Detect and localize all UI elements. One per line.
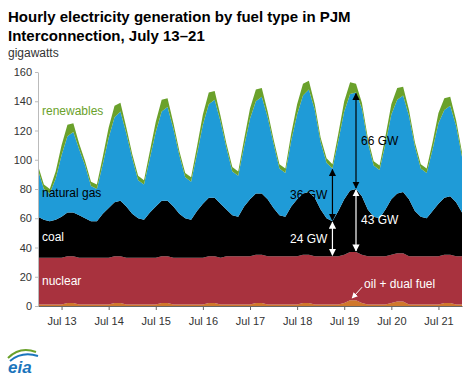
y-tick-mark bbox=[35, 306, 38, 307]
y-tick: 140 bbox=[14, 95, 38, 107]
series-label: oil + dual fuel bbox=[364, 277, 435, 291]
y-axis-line bbox=[38, 73, 39, 307]
x-tick-label: Jul 13 bbox=[47, 315, 76, 327]
y-tick: 60 bbox=[20, 212, 38, 224]
y-tick-label: 120 bbox=[14, 125, 32, 137]
x-tick-mark bbox=[156, 306, 157, 310]
y-tick-mark bbox=[35, 218, 38, 219]
y-tick: 0 bbox=[26, 300, 38, 312]
y-tick-label: 60 bbox=[20, 212, 32, 224]
y-tick-mark bbox=[35, 101, 38, 102]
y-tick-mark bbox=[35, 189, 38, 190]
annotation-label: 43 GW bbox=[361, 213, 399, 227]
title-line: Hourly electricity generation by fuel ty… bbox=[8, 8, 351, 25]
x-tick-mark bbox=[250, 306, 251, 310]
x-tick: Jul 18 bbox=[283, 306, 312, 327]
x-tick-label: Jul 16 bbox=[189, 315, 218, 327]
x-tick-mark bbox=[344, 306, 345, 310]
annotation-label: 24 GW bbox=[290, 232, 328, 246]
x-tick: Jul 13 bbox=[47, 306, 76, 327]
x-tick-mark bbox=[203, 306, 204, 310]
x-tick-label: Jul 19 bbox=[330, 315, 359, 327]
y-tick-label: 100 bbox=[14, 154, 32, 166]
y-tick-label: 20 bbox=[20, 271, 32, 283]
y-tick: 100 bbox=[14, 154, 38, 166]
y-tick-mark bbox=[35, 248, 38, 249]
series-label: natural gas bbox=[42, 186, 101, 200]
y-tick-mark bbox=[35, 72, 38, 73]
y-tick-label: 40 bbox=[20, 242, 32, 254]
y-tick: 40 bbox=[20, 242, 38, 254]
annotations: 24 GW 36 GW 43 GW 66 GW bbox=[290, 93, 399, 255]
title-line: Interconnection, July 13–21 bbox=[8, 27, 205, 44]
subtitle: gigawatts bbox=[8, 46, 59, 60]
area-1 bbox=[38, 252, 462, 305]
y-tick: 160 bbox=[14, 66, 38, 78]
x-tick-mark bbox=[297, 306, 298, 310]
x-axis: Jul 13 Jul 14 Jul 15 Jul 16 Jul 17 Jul 18 Jul … bbox=[39, 306, 463, 327]
y-tick-mark bbox=[35, 160, 38, 161]
x-tick-mark bbox=[109, 306, 110, 310]
annotation-label: 36 GW bbox=[290, 188, 328, 202]
x-tick: Jul 15 bbox=[142, 306, 171, 327]
x-tick-label: Jul 18 bbox=[283, 315, 312, 327]
x-tick: Jul 20 bbox=[377, 306, 406, 327]
x-tick-label: Jul 15 bbox=[142, 315, 171, 327]
y-tick-label: 140 bbox=[14, 95, 32, 107]
area-4 bbox=[38, 81, 462, 194]
x-tick-mark bbox=[438, 306, 439, 310]
title: Hourly electricity generation by fuel ty… bbox=[8, 8, 351, 44]
y-tick: 120 bbox=[14, 125, 38, 137]
annotation-arrow bbox=[332, 222, 333, 255]
y-tick-mark bbox=[35, 277, 38, 278]
x-tick-mark bbox=[62, 306, 63, 310]
annotation-arrow bbox=[355, 93, 356, 188]
y-tick-mark bbox=[35, 131, 38, 132]
annotation-label: 66 GW bbox=[361, 134, 399, 148]
x-tick: Jul 21 bbox=[424, 306, 453, 327]
series-label: renewables bbox=[42, 104, 103, 118]
x-tick: Jul 14 bbox=[94, 306, 123, 327]
y-tick-label: 160 bbox=[14, 66, 32, 78]
y-tick: 20 bbox=[20, 271, 38, 283]
label-pointer bbox=[352, 287, 362, 298]
logo: eia bbox=[8, 350, 38, 377]
x-tick-label: Jul 17 bbox=[236, 315, 265, 327]
x-tick: Jul 17 bbox=[236, 306, 265, 327]
x-tick: Jul 19 bbox=[330, 306, 359, 327]
y-tick-label: 0 bbox=[26, 300, 32, 312]
series-label: nuclear bbox=[42, 274, 81, 288]
x-tick: Jul 16 bbox=[189, 306, 218, 327]
y-tick: 80 bbox=[20, 183, 38, 195]
y-tick-label: 80 bbox=[20, 183, 32, 195]
series-label: coal bbox=[42, 230, 64, 244]
annotation-arrow bbox=[355, 190, 356, 251]
x-tick-label: Jul 14 bbox=[94, 315, 123, 327]
x-tick-label: Jul 20 bbox=[377, 315, 406, 327]
series-labels: oil + dual fuel nuclear coal natural gas ren… bbox=[42, 104, 435, 298]
y-axis: 0 20 40 60 80 100 120 140 160 bbox=[14, 66, 39, 312]
x-tick-mark bbox=[391, 306, 392, 310]
x-tick-label: Jul 21 bbox=[424, 315, 453, 327]
annotation-arrow bbox=[332, 170, 333, 221]
plot-area bbox=[38, 81, 462, 306]
chart: Hourly electricity generation by fuel ty… bbox=[0, 0, 468, 378]
logo-text: eia bbox=[8, 358, 32, 377]
